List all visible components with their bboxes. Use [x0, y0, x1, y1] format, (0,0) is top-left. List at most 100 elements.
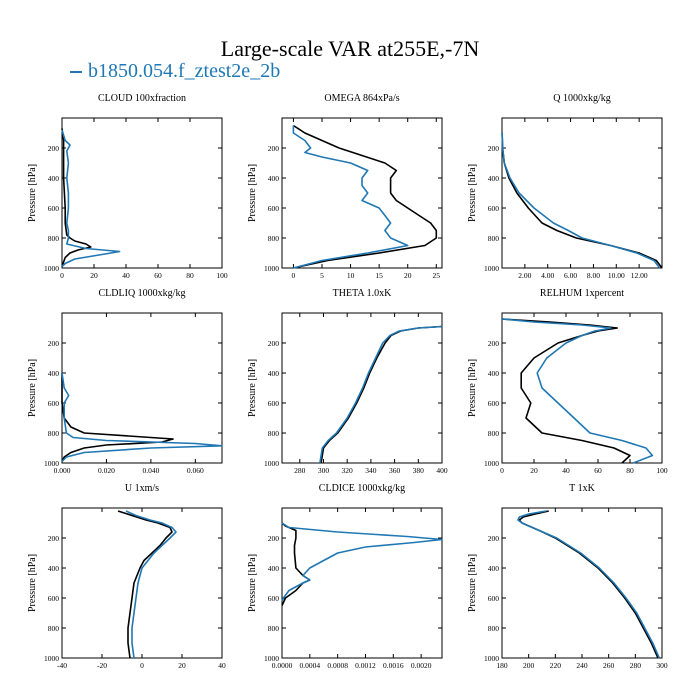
- x-tick-label: 0.060: [187, 466, 204, 475]
- x-tick-label: 0.000: [54, 466, 71, 475]
- x-tick-label: 12.00: [631, 271, 648, 280]
- x-tick-label: 280: [630, 661, 642, 670]
- x-tick-label: 260: [603, 661, 615, 670]
- series-line-test: [61, 129, 121, 268]
- plot-frame: [281, 312, 443, 464]
- y-tick-label: 600: [268, 594, 280, 603]
- y-tick-label: 800: [268, 429, 280, 438]
- plot-frame: [501, 117, 663, 269]
- x-tick-label: 320: [342, 466, 354, 475]
- y-tick-label: 200: [268, 339, 280, 348]
- x-tick-label: 300: [656, 661, 668, 670]
- x-tick-label: 360: [389, 466, 401, 475]
- chart-title: OMEGA 864xPa/s: [324, 93, 399, 104]
- series-line-test: [281, 522, 443, 602]
- x-tick-label: 60: [594, 466, 602, 475]
- y-tick-label: 800: [268, 234, 280, 243]
- y-tick-label: 1000: [484, 264, 499, 273]
- x-tick-label: 0.0016: [383, 661, 404, 670]
- x-tick-label: 40: [218, 661, 226, 670]
- x-tick-label: -40: [57, 661, 67, 670]
- y-tick-label: 600: [488, 399, 500, 408]
- y-tick-label: 1000: [264, 459, 279, 468]
- y-tick-label: 1000: [44, 264, 59, 273]
- x-tick-label: 300: [318, 466, 330, 475]
- x-tick-label: 40: [562, 466, 570, 475]
- y-tick-label: 1000: [264, 654, 279, 663]
- x-tick-label: 0.040: [142, 466, 159, 475]
- x-tick-label: 80: [186, 271, 194, 280]
- x-tick-label: 280: [294, 466, 306, 475]
- y-tick-label: 400: [48, 174, 60, 183]
- x-tick-label: 5: [320, 271, 324, 280]
- y-tick-label: 800: [488, 624, 500, 633]
- x-tick-label: 0.0000: [272, 661, 293, 670]
- x-tick-label: 380: [413, 466, 425, 475]
- chart-title: RELHUM 1xpercent: [540, 288, 624, 299]
- y-axis-label: Pressure [hPa]: [467, 554, 478, 612]
- plot-frame: [281, 117, 443, 269]
- y-axis-label: Pressure [hPa]: [247, 359, 258, 417]
- series-line-test: [501, 132, 661, 269]
- legend: b1850.054.f_ztest2e_2b: [70, 60, 280, 83]
- series-line-test: [319, 325, 443, 464]
- y-tick-label: 800: [48, 234, 60, 243]
- x-tick-label: 80: [626, 466, 634, 475]
- y-tick-label: 400: [268, 174, 280, 183]
- x-tick-label: 0.0020: [411, 661, 432, 670]
- x-tick-label: 2.00: [518, 271, 531, 280]
- y-tick-label: 800: [268, 624, 280, 633]
- legend-label: b1850.054.f_ztest2e_2b: [88, 60, 281, 82]
- y-tick-label: 800: [488, 234, 500, 243]
- y-tick-label: 400: [48, 369, 60, 378]
- x-tick-label: 100: [216, 271, 228, 280]
- y-tick-label: 600: [488, 204, 500, 213]
- x-tick-label: 15: [375, 271, 383, 280]
- series-line-control: [501, 318, 631, 464]
- chart-title: Q 1000xkg/kg: [553, 93, 611, 104]
- y-tick-label: 600: [48, 399, 60, 408]
- x-tick-label: -20: [97, 661, 107, 670]
- plot-frame: [61, 117, 223, 269]
- chart-panel: Q 1000xkg/kg Pressure [hPa] 200 400 600 800 10…: [467, 93, 663, 280]
- x-tick-label: 10.00: [608, 271, 625, 280]
- series-line-test: [125, 510, 177, 659]
- chart-panel: CLDICE 1000xkg/kg Pressure [hPa] 200 400 600…: [247, 483, 443, 670]
- x-tick-label: 20: [178, 661, 186, 670]
- plot-frame: [501, 312, 663, 464]
- chart-panel: CLDLIQ 1000xkg/kg Pressure [hPa] 200 400 600…: [27, 288, 223, 475]
- x-tick-label: 0.0004: [300, 661, 321, 670]
- chart-title: CLDLIQ 1000xkg/kg: [99, 288, 186, 299]
- chart-title: CLOUD 100xfraction: [98, 93, 186, 104]
- y-tick-label: 200: [48, 534, 60, 543]
- x-tick-label: 400: [436, 466, 448, 475]
- y-tick-label: 600: [488, 594, 500, 603]
- x-tick-label: 0: [60, 271, 64, 280]
- x-tick-label: 200: [523, 661, 535, 670]
- x-tick-label: 0.020: [98, 466, 115, 475]
- plot-frame: [61, 312, 223, 464]
- x-tick-label: 4.00: [541, 271, 554, 280]
- y-axis-label: Pressure [hPa]: [27, 164, 38, 222]
- y-tick-label: 200: [268, 144, 280, 153]
- y-tick-label: 1000: [484, 459, 499, 468]
- y-tick-label: 800: [488, 429, 500, 438]
- x-tick-label: 60: [154, 271, 162, 280]
- y-tick-label: 600: [48, 594, 60, 603]
- y-tick-label: 1000: [44, 654, 59, 663]
- plot-frame: [281, 507, 443, 659]
- y-tick-label: 400: [488, 369, 500, 378]
- series-line-test: [517, 510, 661, 659]
- y-tick-label: 400: [268, 564, 280, 573]
- y-tick-label: 200: [268, 534, 280, 543]
- chart-panel: THETA 1.0xK Pressure [hPa] 200 400 600 800 100…: [247, 288, 448, 475]
- y-tick-label: 600: [268, 204, 280, 213]
- y-tick-label: 1000: [264, 264, 279, 273]
- x-tick-label: 0: [500, 466, 504, 475]
- y-tick-label: 200: [488, 534, 500, 543]
- x-tick-label: 8.00: [587, 271, 600, 280]
- x-tick-label: 240: [576, 661, 588, 670]
